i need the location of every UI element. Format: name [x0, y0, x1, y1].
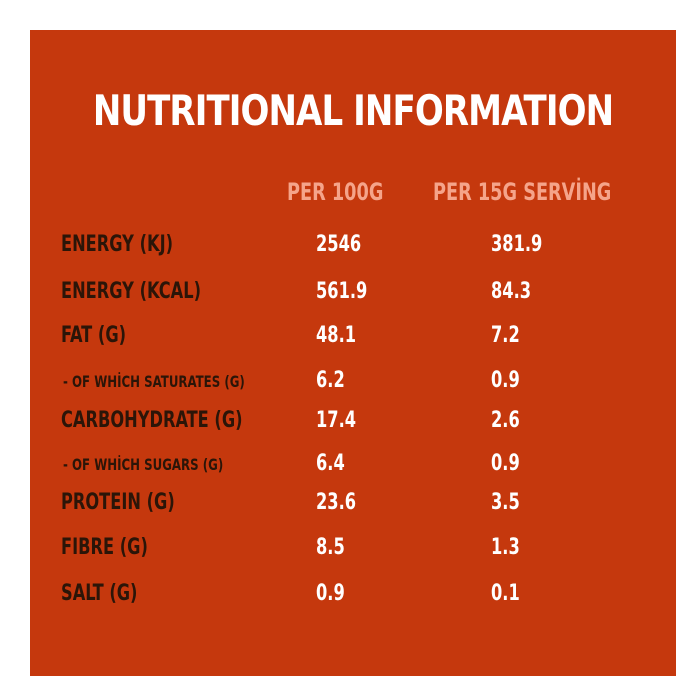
row-label: FIBRE (G) [61, 535, 148, 560]
value-per-serving: 2.6 [491, 408, 520, 433]
value-per-serving: 0.9 [491, 368, 520, 393]
row-label: CARBOHYDRATE (G) [61, 408, 243, 433]
value-per-100g: 6.4 [316, 451, 345, 476]
value-per-100g: 23.6 [316, 490, 357, 515]
value-per-100g: 2546 [316, 232, 362, 257]
row-label: - OF WHİCH SATURATES (G) [63, 372, 245, 391]
value-per-serving: 3.5 [491, 490, 520, 515]
row-label: PROTEIN (G) [61, 490, 175, 515]
row-label: ENERGY (KCAL) [61, 279, 202, 304]
column-header: PER 15G SERVİNG [433, 178, 612, 206]
row-label: ENERGY (KJ) [61, 232, 174, 257]
value-per-serving: 381.9 [491, 232, 543, 257]
value-per-100g: 0.9 [316, 581, 345, 606]
value-per-serving: 84.3 [491, 279, 532, 304]
value-per-100g: 48.1 [316, 323, 357, 348]
value-per-serving: 1.3 [491, 535, 520, 560]
row-label: FAT (G) [61, 323, 127, 348]
row-label: SALT (G) [61, 581, 138, 606]
value-per-100g: 561.9 [316, 279, 368, 304]
row-label: - OF WHİCH SUGARS (G) [63, 455, 224, 474]
column-header: PER 100G [287, 178, 384, 206]
value-per-serving: 0.9 [491, 451, 520, 476]
title: NUTRITIONAL INFORMATION [92, 86, 614, 135]
value-per-serving: 7.2 [491, 323, 520, 348]
nutrition-panel: NUTRITIONAL INFORMATION PER 100G PER 15G… [30, 30, 676, 676]
value-per-100g: 17.4 [316, 408, 357, 433]
value-per-100g: 8.5 [316, 535, 345, 560]
value-per-100g: 6.2 [316, 368, 345, 393]
value-per-serving: 0.1 [491, 581, 520, 606]
